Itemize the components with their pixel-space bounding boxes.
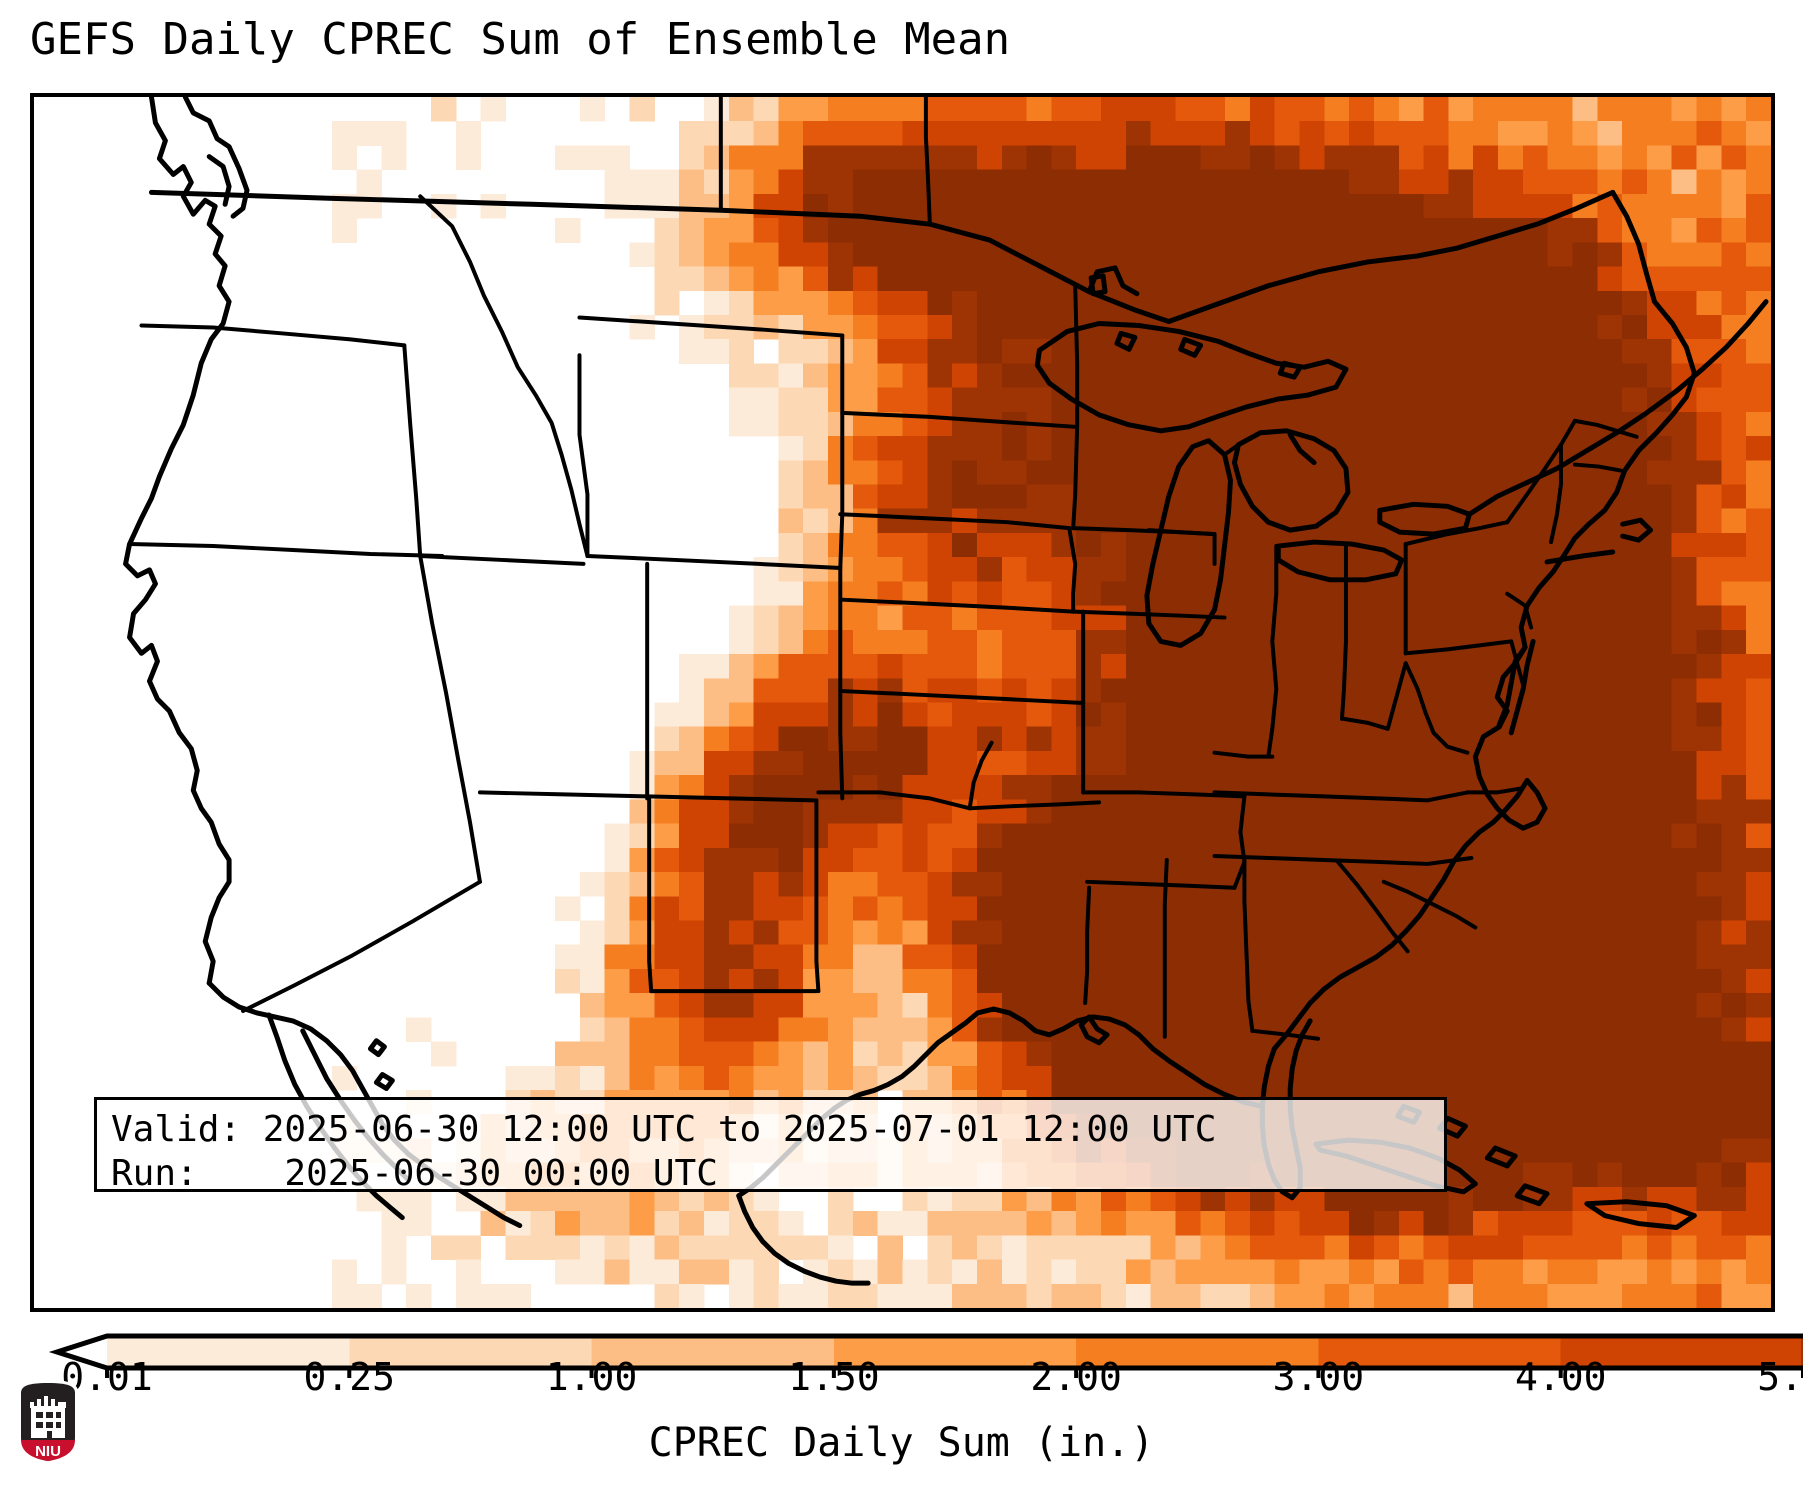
colorbar-tick-label: 4.00 [1514,1355,1607,1399]
colorbar [0,1318,1803,1378]
colorbar-tick-label: 1.00 [545,1355,638,1399]
colorbar-tick-label: 1.50 [788,1355,880,1399]
annotation-box: Valid: 2025-06-30 12:00 UTC to 2025-07-0… [94,1097,1447,1194]
colorbar-tick-label: 5.00 [1757,1355,1803,1399]
niu-logo: NIU [18,1380,78,1464]
valid-time-text: Valid: 2025-06-30 12:00 UTC to 2025-07-0… [111,1109,1217,1150]
map-plot-area: Valid: 2025-06-30 12:00 UTC to 2025-07-0… [30,93,1775,1312]
colorbar-tick-label: 2.00 [1030,1355,1122,1399]
colorbar-tick-label: 0.25 [303,1355,396,1399]
run-time-text: Run: 2025-06-30 00:00 UTC [111,1153,718,1194]
page-title: GEFS Daily CPREC Sum of Ensemble Mean [30,14,1011,65]
colorbar-axis-label: CPREC Daily Sum (in.) [648,1420,1155,1466]
niu-logo-text: NIU [35,1443,61,1460]
colorbar-tick-label: 3.00 [1272,1355,1365,1399]
